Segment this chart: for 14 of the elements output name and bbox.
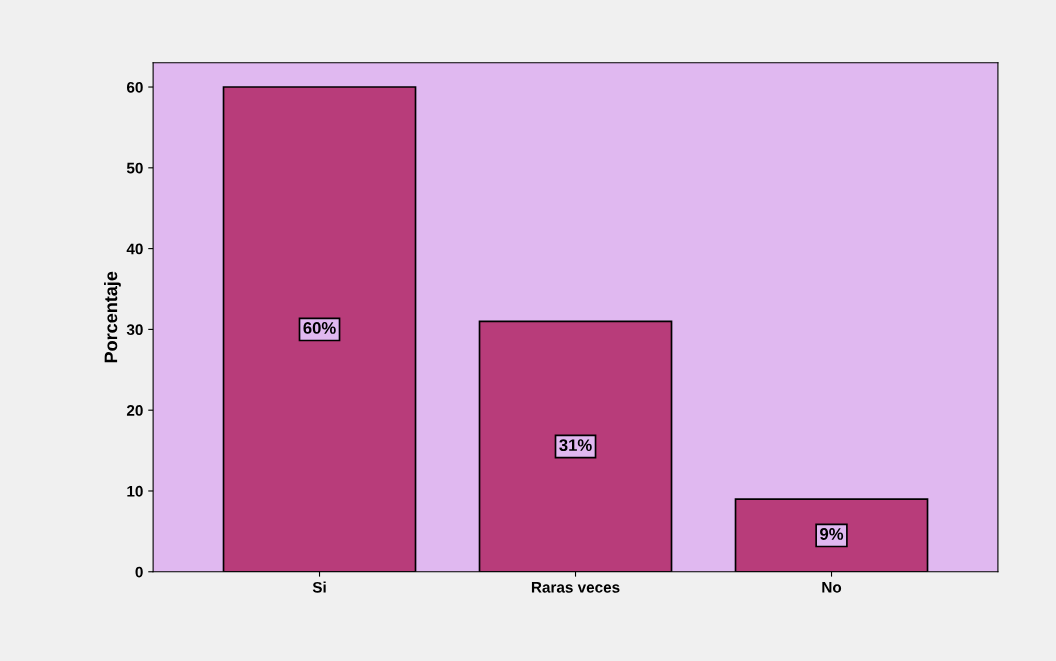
- y-tick-label: 0: [135, 566, 143, 578]
- y-tick-label: 60: [126, 81, 143, 93]
- data-label: 31%: [559, 439, 592, 452]
- x-tick-label: Raras veces: [531, 582, 620, 593]
- y-tick-label: 50: [126, 162, 143, 174]
- y-tick-label: 30: [126, 324, 143, 336]
- x-tick-label: No: [822, 582, 842, 593]
- data-label: 9%: [820, 528, 844, 540]
- y-tick-label: 40: [126, 243, 143, 255]
- y-axis-title: Porcentaje: [104, 271, 121, 363]
- y-tick-label: 20: [126, 405, 143, 416]
- data-label: 60%: [303, 322, 336, 334]
- y-tick-label: 10: [127, 485, 143, 497]
- x-tick-label: Si: [312, 581, 326, 593]
